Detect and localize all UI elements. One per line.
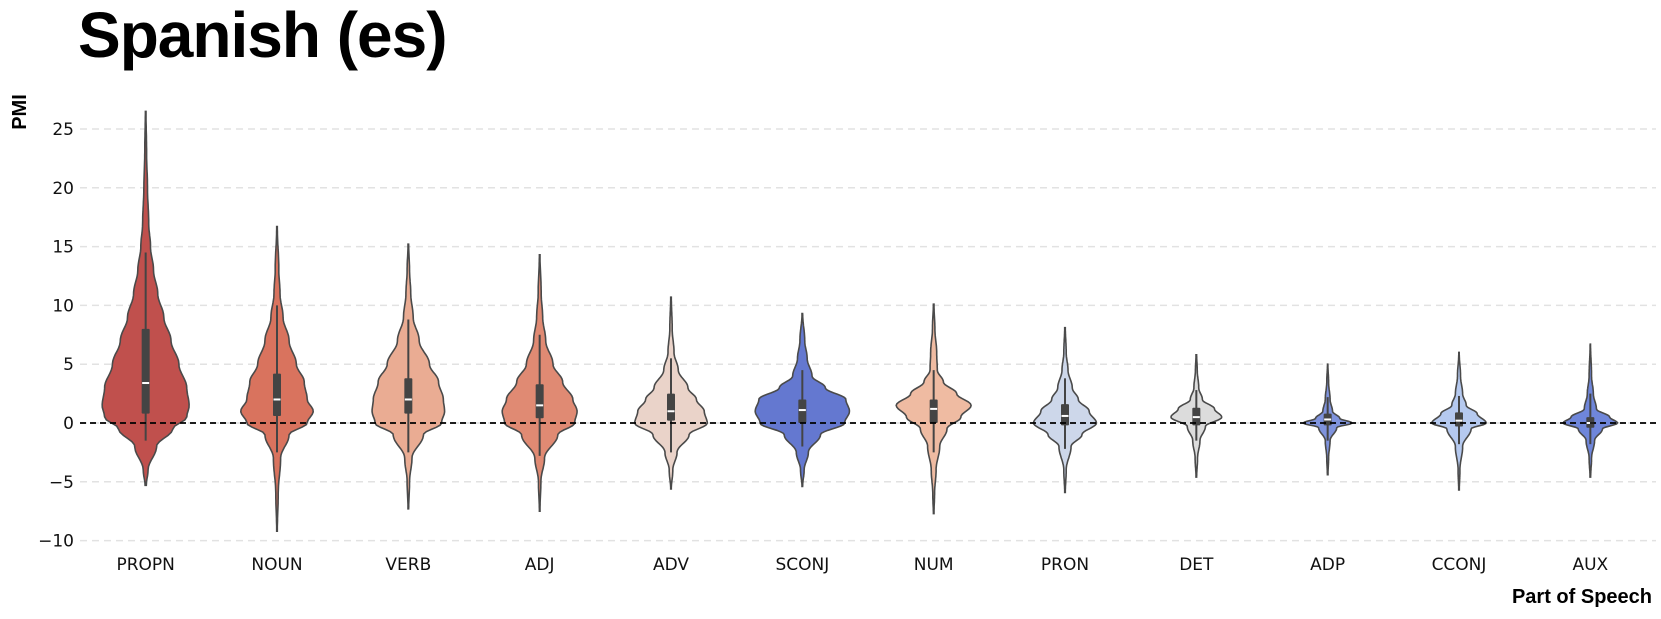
x-tick-label: ADJ (525, 555, 555, 575)
violin-iqr-box (141, 328, 150, 414)
x-tick-label: NOUN (251, 555, 302, 575)
violin-iqr-box (404, 378, 413, 414)
violins (101, 110, 1619, 532)
x-tick-label: CCONJ (1432, 555, 1487, 575)
y-tick-label: 0 (63, 414, 74, 434)
violin-iqr-box (1455, 412, 1463, 427)
violin-propn (101, 110, 190, 487)
x-axis-title: Part of Speech (1512, 586, 1652, 608)
y-tick-label: 10 (52, 296, 74, 316)
y-axis-title: PMI (9, 94, 31, 130)
x-tick-label: AUX (1572, 555, 1608, 575)
y-tick-label: 5 (63, 355, 74, 375)
chart-title: Spanish (es) (78, 0, 448, 71)
x-tick-label: SCONJ (775, 555, 829, 575)
violin-iqr-box (667, 393, 675, 421)
violin-adv (634, 296, 708, 490)
violin-iqr-box (798, 399, 807, 423)
violin-det (1170, 354, 1223, 478)
violin-pron (1032, 326, 1098, 494)
violin-sconj (754, 312, 851, 488)
x-axis-ticks: PROPN NOUN VERB ADJ ADV SCONJ NUM PRON DET ADP CCO… (116, 555, 1608, 575)
y-tick-label: 25 (52, 120, 74, 140)
violin-iqr-box (929, 399, 938, 423)
violin-num (895, 303, 972, 515)
violin-iqr-box (1061, 404, 1069, 426)
violin-iqr-box (273, 373, 281, 416)
y-tick-label: 20 (52, 179, 74, 199)
x-tick-label: NUM (914, 555, 954, 575)
y-tick-label: 15 (52, 238, 74, 258)
x-tick-label: DET (1179, 555, 1214, 575)
violin-adp (1302, 363, 1353, 476)
violin-cconj (1431, 351, 1487, 491)
violin-noun (239, 225, 315, 532)
violin-iqr-box (535, 384, 544, 419)
x-tick-label: PRON (1041, 555, 1089, 575)
y-tick-label: −5 (49, 473, 74, 493)
x-tick-label: ADP (1310, 555, 1345, 575)
y-axis-ticks: −10 −5 0 5 10 15 20 25 (38, 120, 74, 552)
x-tick-label: ADV (653, 555, 689, 575)
y-tick-label: −10 (38, 532, 74, 552)
violin-adj (501, 254, 578, 512)
x-tick-label: PROPN (116, 555, 174, 575)
x-tick-label: VERB (385, 555, 431, 575)
violin-verb (371, 243, 446, 510)
gridlines (80, 128, 1656, 542)
